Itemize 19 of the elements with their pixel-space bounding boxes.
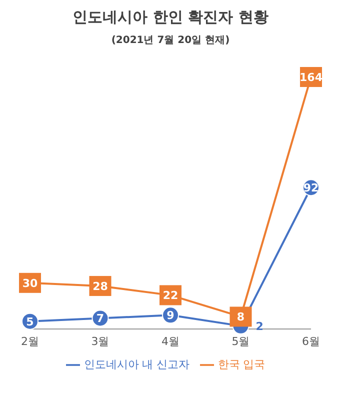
x-tick-label: 5월: [232, 334, 250, 348]
legend-label: 인도네시아 내 신고자: [84, 358, 190, 371]
x-tick-label: 2월: [21, 334, 39, 348]
data-label: 5: [26, 315, 34, 328]
data-label: 28: [92, 280, 108, 293]
data-label: 164: [300, 71, 323, 84]
x-tick-label: 4월: [162, 334, 180, 348]
data-label: 2: [256, 320, 264, 333]
x-tick-label: 6월: [302, 334, 320, 348]
chart-title: 인도네시아 한인 확진자 현황: [72, 8, 270, 27]
data-label: 30: [22, 276, 38, 290]
x-tick-label: 3월: [91, 334, 110, 348]
data-label: 92: [303, 182, 319, 195]
legend-label: 한국 입국: [218, 358, 266, 371]
data-label: 8: [236, 310, 245, 324]
data-label: 7: [96, 312, 104, 326]
data-label: 9: [166, 309, 174, 322]
chart-subtitle: (2021년 7월 20일 현재): [110, 34, 231, 47]
data-label: 22: [162, 289, 178, 302]
